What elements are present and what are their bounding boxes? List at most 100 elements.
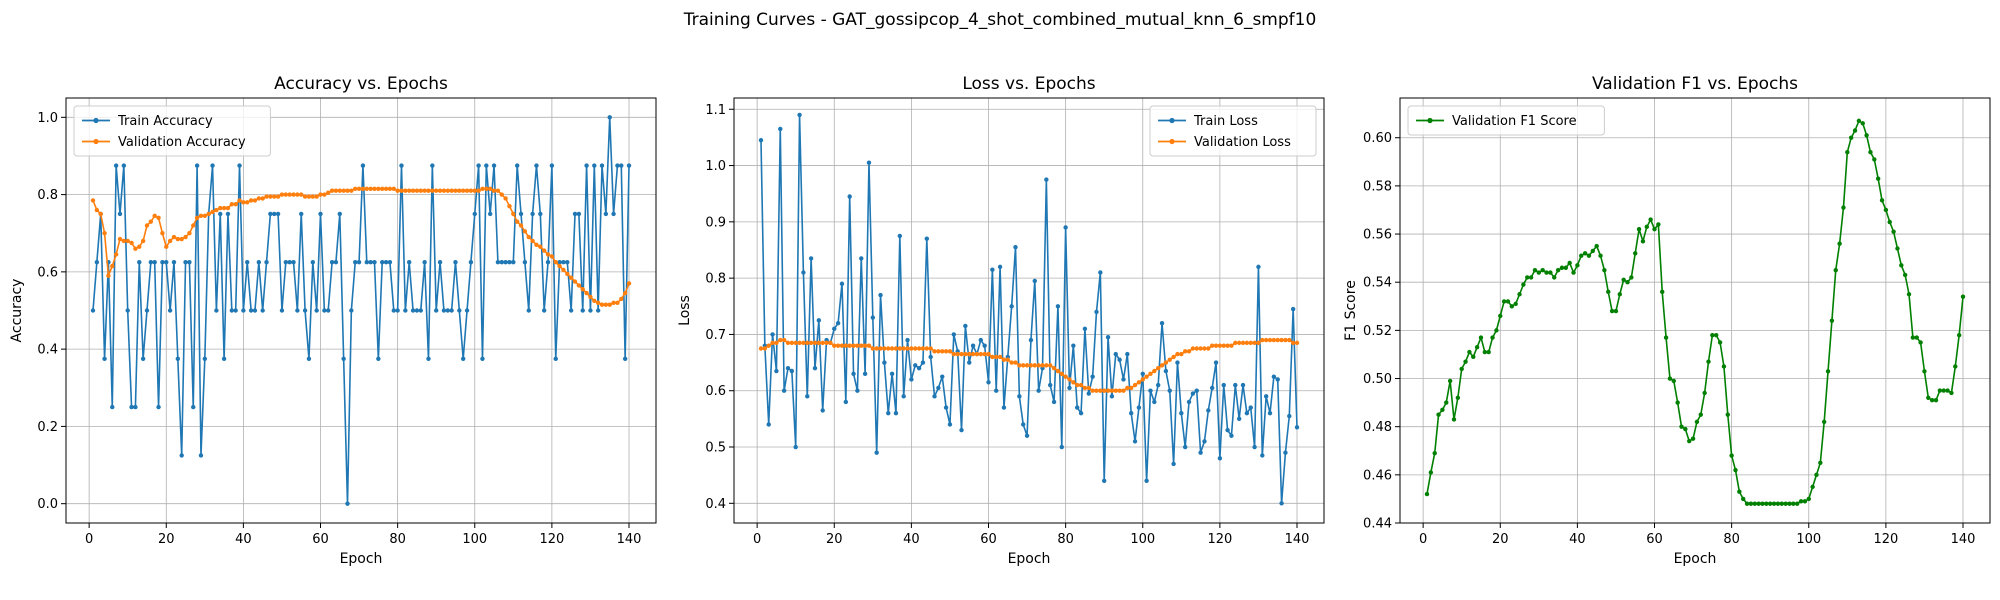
loss-series-0-point-63 [1001,405,1007,410]
loss-series-0-point-88 [1098,270,1103,275]
accuracy-series-1-point-60 [322,192,327,197]
accuracy-series-0-point-113 [526,308,531,313]
f1-series-0-point-22 [1509,304,1515,309]
accuracy-series-0-point-73 [372,260,377,265]
accuracy-legend-swatch-marker-0 [93,117,99,124]
accuracy-series-0-point-64 [337,211,342,217]
accuracy-series-0-point-34 [221,356,227,361]
f1-ylabel: F1 Score [1343,280,1359,341]
accuracy-series-0-point-51 [287,260,292,265]
accuracy-series-1-point-118 [545,252,551,257]
accuracy-series-1-point-106 [499,192,504,197]
loss-series-1-point-54 [967,351,972,357]
f1-series-0-point-84 [1748,501,1754,506]
accuracy-series-1-point-123 [565,271,570,276]
accuracy-series-0-point-65 [341,356,346,361]
loss-series-0-point-50 [951,332,956,337]
loss-series-1-point-43 [924,346,930,351]
accuracy-series-1-point-104 [491,188,497,193]
loss-ytick-label-2: 0.6 [705,384,726,399]
loss-series-1-point-138 [1290,340,1296,346]
f1-series-0-point-13 [1474,345,1480,350]
accuracy-series-0-point-79 [395,308,400,313]
loss-series-0-point-28 [866,160,872,165]
accuracy-series-1-point-69 [356,186,362,191]
accuracy-ytick-label-0: 0.0 [37,497,58,512]
loss-series-1-point-26 [859,343,864,348]
loss-series-0-point-97 [1132,439,1138,444]
loss-series-1-point-120 [1221,343,1226,348]
accuracy-series-0-point-24 [183,260,188,265]
loss-series-1-point-116 [1206,346,1211,351]
loss-series-1-point-57 [978,351,983,357]
accuracy-series-0-point-85 [418,308,423,313]
accuracy-series-1-point-65 [341,188,346,193]
accuracy-xtick-label-7: 140 [617,532,642,547]
f1-series-0-point-58 [1648,217,1653,222]
f1-series-0-point-110 [1848,135,1854,140]
f1-series-0-point-123 [1899,263,1904,268]
accuracy-series-1-point-6 [113,252,119,257]
accuracy-series-1-point-76 [383,186,389,191]
loss-series-0-point-118 [1213,360,1219,365]
loss-series-0-point-70 [1028,337,1034,343]
loss-series-1-point-124 [1236,340,1242,346]
accuracy-series-1-point-82 [407,188,412,193]
loss-series-1-point-121 [1225,343,1230,348]
accuracy-series-0-point-101 [480,356,485,361]
f1-series-0-point-64 [1671,378,1676,384]
loss-series-0-point-125 [1240,382,1246,388]
f1-series-0-point-91 [1775,501,1781,506]
loss-series-1-point-108 [1175,351,1180,357]
loss-series-0-point-26 [859,256,864,261]
loss-series-1-point-96 [1128,385,1134,391]
accuracy-series-0-point-94 [453,260,458,265]
accuracy-series-1-point-23 [179,236,184,242]
accuracy-series-1-point-44 [260,196,265,201]
accuracy-series-1-point-1 [94,207,100,213]
f1-series-0-point-87 [1760,501,1765,506]
accuracy-series-0-point-78 [391,308,396,313]
f1-series-0-point-75 [1714,332,1719,338]
f1-series-0-point-4 [1440,407,1445,413]
accuracy-series-0-point-41 [248,308,254,313]
loss-series-1-point-20 [835,343,841,348]
accuracy-series-1-point-67 [349,188,354,193]
loss-series-1-point-123 [1233,340,1238,346]
loss-series-0-point-95 [1125,351,1130,357]
loss-legend: Train Loss Validation Loss [1149,105,1317,157]
f1-series-0-point-111 [1852,128,1858,133]
loss-series-0-point-136 [1283,450,1288,455]
accuracy-series-0-point-52 [291,260,296,265]
loss-series-0-point-82 [1075,405,1080,410]
loss-xtick-label-6: 120 [1207,532,1232,547]
loss-series-0-point-11 [801,270,806,275]
f1-series-0-point-35 [1559,265,1565,270]
loss-series-1-point-1 [762,346,768,351]
loss-series-1-point-61 [994,354,999,360]
accuracy-series-1-point-4 [106,273,111,278]
f1-series-0-point-78 [1725,412,1730,417]
loss-series-1-point-23 [847,343,852,348]
loss-series-1-point-122 [1229,343,1234,348]
accuracy-series-1-point-3 [102,231,107,236]
accuracy-series-0-point-103 [487,211,493,217]
accuracy-series-0-point-136 [615,163,620,168]
accuracy-series-1-point-35 [225,205,231,211]
loss-series-0-point-32 [882,360,887,365]
f1-ytick-label-1: 0.46 [1363,468,1392,483]
accuracy-series-0-point-139 [626,163,632,168]
loss-series-0-point-128 [1252,444,1257,450]
accuracy-series-0-point-137 [619,163,624,168]
loss-series-0-point-120 [1221,382,1226,388]
accuracy-series-0-point-13 [140,356,146,361]
loss-series-0-point-68 [1021,422,1026,427]
f1-series-0-point-21 [1505,299,1511,304]
loss-series-1-point-48 [943,349,949,354]
accuracy-series-0-point-28 [198,453,204,458]
accuracy-series-1-point-117 [541,248,547,253]
loss-series-1-point-39 [909,346,914,351]
loss-series-0-point-77 [1055,304,1061,309]
accuracy-series-1-point-85 [418,188,423,193]
accuracy-series-1-point-90 [437,188,443,193]
